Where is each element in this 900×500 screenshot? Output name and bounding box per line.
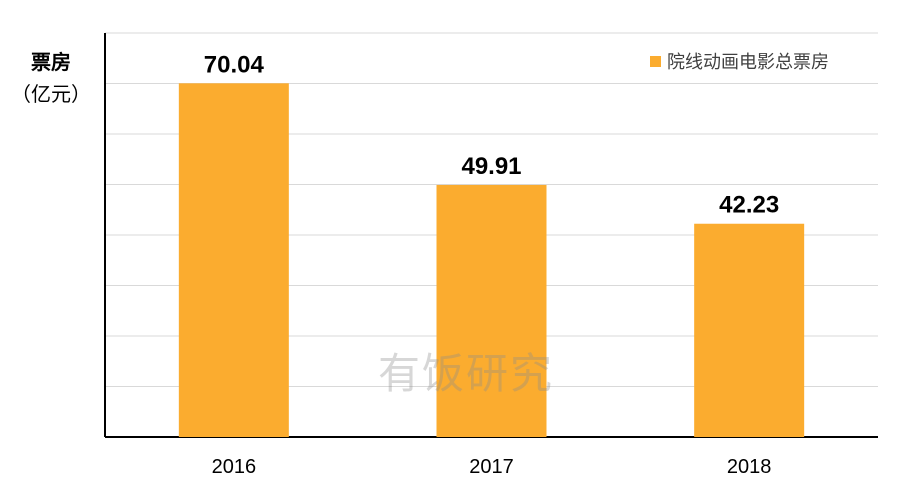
x-tick-label: 2018 — [727, 456, 772, 478]
y-axis-label-title: 票房 — [31, 50, 71, 74]
data-label: 49.91 — [461, 153, 521, 180]
bar — [436, 184, 547, 437]
x-tick-label: 2016 — [212, 456, 257, 478]
data-label: 42.23 — [719, 192, 779, 219]
watermark-text: 有饭研究 — [378, 349, 555, 398]
y-axis-label-unit: （亿元） — [11, 82, 91, 106]
legend-label: 院线动画电影总票房 — [667, 52, 829, 73]
x-tick-label: 2017 — [469, 456, 514, 478]
legend-swatch — [650, 55, 661, 67]
data-label: 70.04 — [204, 51, 265, 78]
legend: 院线动画电影总票房 — [650, 48, 829, 74]
bar — [178, 83, 289, 437]
bar — [694, 223, 805, 437]
y-axis-label: 票房 （亿元） — [8, 48, 94, 112]
